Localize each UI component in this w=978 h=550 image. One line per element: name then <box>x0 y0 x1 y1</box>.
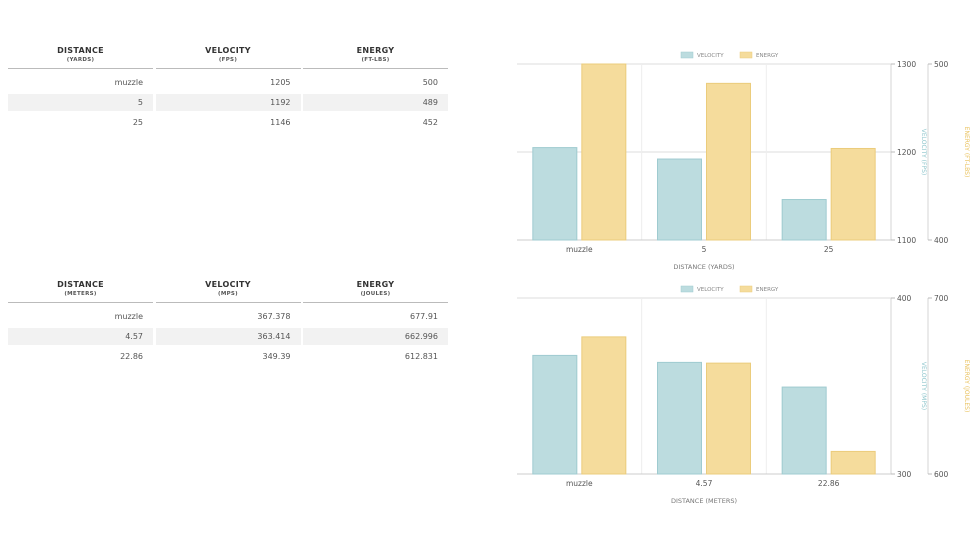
table-cell: 363.414 <box>155 328 301 345</box>
table-row: 5 1192 489 <box>8 94 448 111</box>
bar-energy <box>581 63 627 241</box>
table-cell: 367.378 <box>257 312 291 321</box>
y-right-tick-label: 400 <box>934 236 949 245</box>
legend-swatch-energy <box>739 51 753 59</box>
table-cell: 1146 <box>270 118 291 127</box>
column-header: VELOCITY (FPS) <box>155 46 301 69</box>
bar-energy <box>830 450 876 475</box>
bar-velocity <box>657 361 702 475</box>
y-right-axis-title: ENERGY (FT-LBS) <box>963 127 970 178</box>
x-tick-label: muzzle <box>566 245 593 254</box>
table-cell: 349.39 <box>262 352 291 361</box>
table-row: 25 1146 452 <box>8 114 448 131</box>
table-cell: 5 <box>8 94 153 111</box>
legend-label-velocity: VELOCITY <box>697 287 724 293</box>
y-right-tick-label: 600 <box>934 470 949 479</box>
table-row: 22.86 349.39 612.831 <box>8 348 448 365</box>
data-table-yards: DISTANCE (YARDS) VELOCITY (FPS) ENERGY (FT-… <box>8 46 448 131</box>
data-table-meters: DISTANCE (METERS) VELOCITY (MPS) ENERGY (JO… <box>8 280 448 365</box>
y-left-axis-title: VELOCITY (MPS) <box>920 362 927 410</box>
column-header: VELOCITY (MPS) <box>155 280 301 303</box>
bar-velocity <box>781 386 827 475</box>
table-cell: 1205 <box>270 78 291 87</box>
y-left-axis-title: VELOCITY (FPS) <box>920 129 927 176</box>
x-tick-label: 5 <box>702 245 707 254</box>
legend-label-energy: ENERGY <box>756 53 779 59</box>
column-header: ENERGY (JOULES) <box>303 280 448 303</box>
bar-energy <box>581 336 627 475</box>
x-tick-label: 22.86 <box>818 479 840 488</box>
y-right-tick-label: 700 <box>934 294 949 303</box>
x-axis-title: DISTANCE (YARDS) <box>673 263 734 271</box>
column-header: DISTANCE (METERS) <box>8 280 153 303</box>
table-cell: 452 <box>422 118 438 127</box>
table-row: 4.57 363.414 662.996 <box>8 328 448 345</box>
bar-energy <box>830 147 876 241</box>
y-left-tick-label: 1200 <box>897 148 916 157</box>
y-left-tick-label: 300 <box>897 470 912 479</box>
y-left-tick-label: 1300 <box>897 60 916 69</box>
table-cell: 500 <box>422 78 438 87</box>
table-cell: 4.57 <box>8 328 153 345</box>
legend-swatch-energy <box>739 285 753 293</box>
table-cell: 662.996 <box>303 328 448 345</box>
table-cell: 22.86 <box>120 352 143 361</box>
x-tick-label: muzzle <box>566 479 593 488</box>
bar-velocity <box>781 199 827 241</box>
table-cell: 25 <box>132 118 143 127</box>
bar-velocity <box>532 147 578 241</box>
chart-meters: VELOCITY ENERGY muzzle 4.57 22.86 DISTANCE (M… <box>517 285 970 505</box>
legend-label-energy: ENERGY <box>756 287 779 293</box>
y-right-axis-title: ENERGY (JOULES) <box>963 360 970 413</box>
table-cell: 612.831 <box>404 352 438 361</box>
bar-velocity <box>657 158 702 241</box>
table-row: muzzle 1205 500 <box>8 74 448 91</box>
x-axis-title: DISTANCE (METERS) <box>671 497 737 505</box>
legend-swatch-velocity <box>680 285 694 293</box>
table-cell: 1192 <box>155 94 301 111</box>
y-left-tick-label: 400 <box>897 294 912 303</box>
bar-energy <box>706 82 751 241</box>
y-right-tick-label: 500 <box>934 60 949 69</box>
table-cell: muzzle <box>114 78 143 87</box>
x-tick-label: 25 <box>824 245 834 254</box>
table-header: DISTANCE (YARDS) VELOCITY (FPS) ENERGY (FT-… <box>8 46 448 69</box>
x-tick-label: 4.57 <box>696 479 713 488</box>
y-left-tick-label: 1100 <box>897 236 916 245</box>
column-header: DISTANCE (YARDS) <box>8 46 153 69</box>
table-cell: 677.91 <box>410 312 438 321</box>
bar-energy <box>706 362 751 475</box>
chart-yards: VELOCITY ENERGY muzzle 5 25 DISTANCE (YARDS) 1… <box>517 51 970 271</box>
legend-label-velocity: VELOCITY <box>697 53 724 59</box>
legend-swatch-velocity <box>680 51 694 59</box>
column-header: ENERGY (FT-LBS) <box>303 46 448 69</box>
table-cell: muzzle <box>114 312 143 321</box>
bar-velocity <box>532 354 578 475</box>
table-header: DISTANCE (METERS) VELOCITY (MPS) ENERGY (JO… <box>8 280 448 303</box>
table-cell: 489 <box>303 94 448 111</box>
table-row: muzzle 367.378 677.91 <box>8 308 448 325</box>
